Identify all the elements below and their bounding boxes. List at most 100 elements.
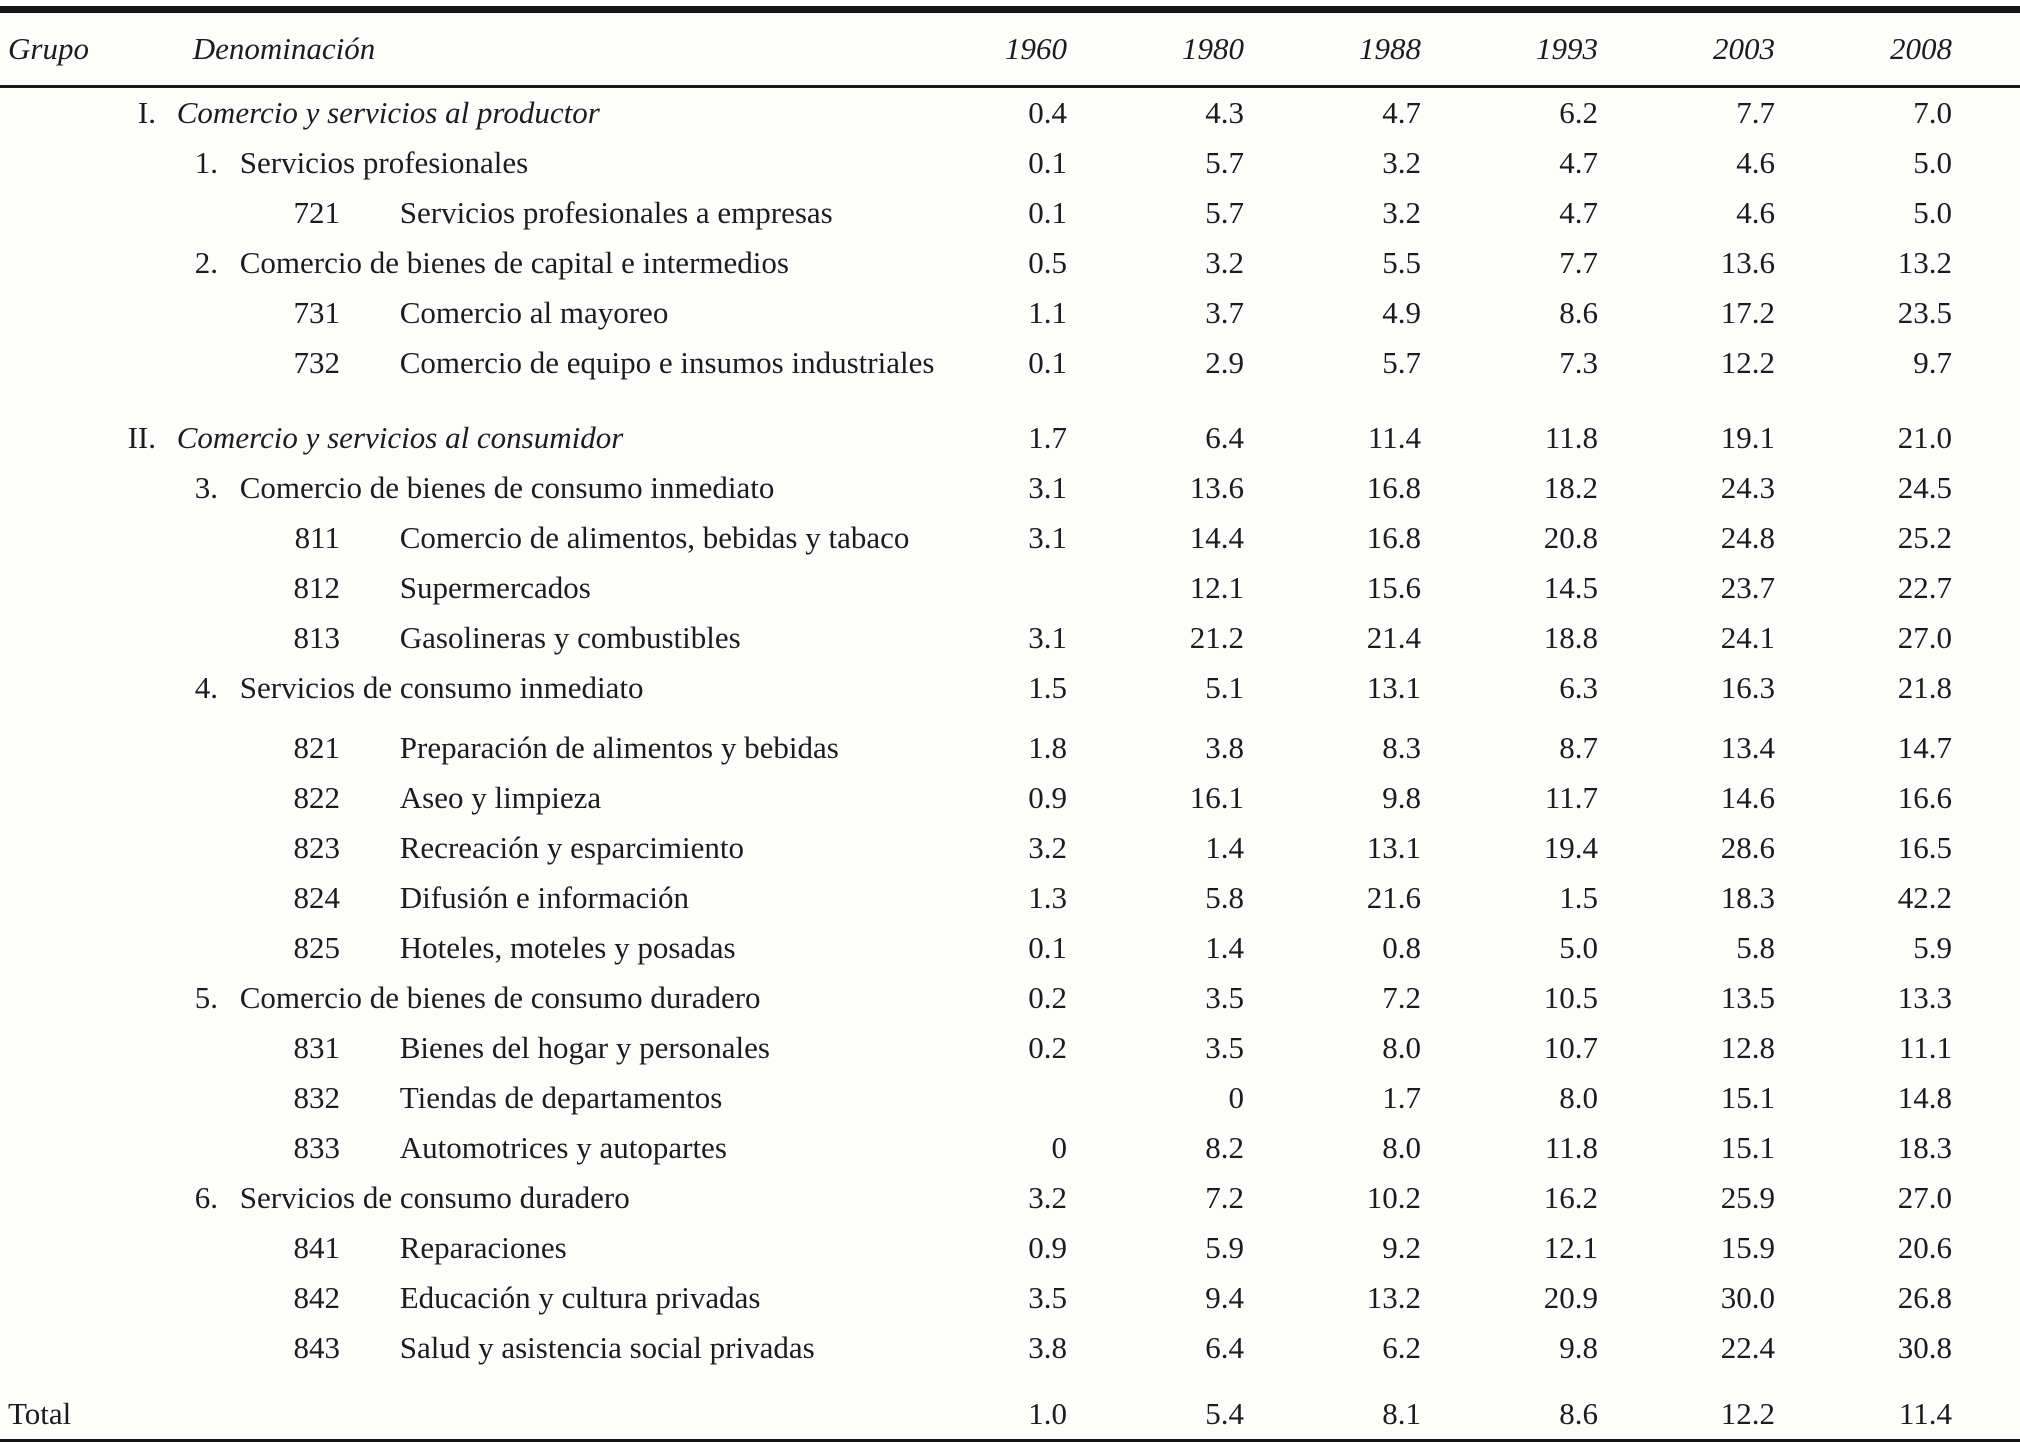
- value-1960: 0.2: [1028, 1030, 1067, 1065]
- row-prefix: 842: [293, 1280, 341, 1315]
- value-2003: 5.8: [1736, 930, 1775, 965]
- value-1988: 9.2: [1382, 1230, 1421, 1265]
- row-label-cell: II. Comercio y servicios al consumidor: [0, 388, 890, 463]
- value-1980: 12.1: [1189, 570, 1244, 605]
- table-row: 842 Educación y cultura privadas 3.5 9.4…: [0, 1273, 2020, 1323]
- value-1960: 3.8: [1028, 1330, 1067, 1365]
- value-1980: 1.4: [1205, 830, 1244, 865]
- value-2003: 15.9: [1720, 1230, 1775, 1265]
- value-1988: 3.2: [1382, 145, 1421, 180]
- row-label-cell: 832 Tiendas de departamentos: [0, 1073, 890, 1123]
- row-prefix: 831: [293, 1030, 341, 1065]
- value-2008: 23.5: [1897, 295, 1952, 330]
- value-1980: 5.1: [1205, 670, 1244, 705]
- row-label: Comercio de bienes de capital e intermed…: [239, 245, 789, 280]
- value-2008: 18.3: [1897, 1130, 1952, 1165]
- table-row: 841 Reparaciones 0.9 5.9 9.2 12.1 15.9 2…: [0, 1223, 2020, 1273]
- value-2003: 12.8: [1720, 1030, 1775, 1065]
- row-prefix: 841: [293, 1230, 341, 1265]
- value-1988: 1.7: [1382, 1080, 1421, 1115]
- table-row: 822 Aseo y limpieza 0.9 16.1 9.8 11.7 14…: [0, 773, 2020, 823]
- value-2008: 5.0: [1913, 195, 1952, 230]
- row-label-cell: 822 Aseo y limpieza: [0, 773, 890, 823]
- value-1993: 8.7: [1559, 730, 1598, 765]
- table-row: 732 Comercio de equipo e insumos industr…: [0, 338, 2020, 388]
- value-2003: 12.2: [1720, 1396, 1775, 1431]
- value-1980: 9.4: [1205, 1280, 1244, 1315]
- value-1993: 12.1: [1543, 1230, 1598, 1265]
- value-2003: 24.8: [1720, 520, 1775, 555]
- row-prefix: II.: [127, 420, 156, 455]
- row-label: Preparación de alimentos y bebidas: [399, 730, 839, 765]
- value-2008: 21.0: [1897, 420, 1952, 455]
- table-row: II. Comercio y servicios al consumidor 1…: [0, 388, 2020, 463]
- value-2008: 14.7: [1897, 730, 1952, 765]
- header-year-1993: 1993: [1536, 31, 1598, 66]
- value-1988: 0.8: [1382, 930, 1421, 965]
- value-2008: 16.6: [1897, 780, 1952, 815]
- value-1960: 0: [1051, 1130, 1068, 1165]
- table-row: 825 Hoteles, moteles y posadas 0.1 1.4 0…: [0, 923, 2020, 973]
- row-label-cell: 821 Preparación de alimentos y bebidas: [0, 713, 890, 773]
- value-2008: 13.2: [1897, 245, 1952, 280]
- row-label-cell: 824 Difusión e información: [0, 873, 890, 923]
- value-1993: 8.6: [1559, 295, 1598, 330]
- row-label-cell: I. Comercio y servicios al productor: [0, 87, 890, 139]
- table-row: 731 Comercio al mayoreo 1.1 3.7 4.9 8.6 …: [0, 288, 2020, 338]
- value-1980: 1.4: [1205, 930, 1244, 965]
- value-2003: 12.2: [1720, 345, 1775, 380]
- value-1993: 18.8: [1543, 620, 1598, 655]
- value-2003: 7.7: [1736, 95, 1775, 130]
- table-row: 2. Comercio de bienes de capital e inter…: [0, 238, 2020, 288]
- row-prefix: 825: [293, 930, 341, 965]
- value-2003: 19.1: [1720, 420, 1775, 455]
- row-label-cell: 833 Automotrices y autopartes: [0, 1123, 890, 1173]
- table-row: 824 Difusión e información 1.3 5.8 21.6 …: [0, 873, 2020, 923]
- row-label-cell: 831 Bienes del hogar y personales: [0, 1023, 890, 1073]
- row-label: Comercio de alimentos, bebidas y tabaco: [399, 520, 910, 555]
- row-prefix: 721: [293, 195, 341, 230]
- value-2008: 24.5: [1897, 470, 1952, 505]
- table-row: 831 Bienes del hogar y personales 0.2 3.…: [0, 1023, 2020, 1073]
- value-1980: 5.7: [1205, 195, 1244, 230]
- header-year-2008: 2008: [1890, 31, 1952, 66]
- value-1993: 1.5: [1559, 880, 1598, 915]
- row-label: Supermercados: [399, 570, 591, 605]
- value-2008: 25.2: [1897, 520, 1952, 555]
- row-label: Difusión e información: [399, 880, 690, 915]
- table-body: I. Comercio y servicios al productor 0.4…: [0, 87, 2020, 1442]
- value-1993: 20.9: [1543, 1280, 1598, 1315]
- value-1960: 0.1: [1028, 145, 1067, 180]
- row-label-cell: 4. Servicios de consumo inmediato: [0, 663, 890, 713]
- table-row: 813 Gasolineras y combustibles 3.1 21.2 …: [0, 613, 2020, 663]
- value-1993: 18.2: [1543, 470, 1598, 505]
- value-1980: 16.1: [1189, 780, 1244, 815]
- value-1960: 1.3: [1028, 880, 1067, 915]
- row-label-cell: 812 Supermercados: [0, 563, 890, 613]
- row-prefix: 811: [294, 520, 340, 555]
- value-1988: 4.7: [1382, 95, 1421, 130]
- table-row: 811 Comercio de alimentos, bebidas y tab…: [0, 513, 2020, 563]
- value-2003: 22.4: [1720, 1330, 1775, 1365]
- value-1993: 8.0: [1559, 1080, 1598, 1115]
- value-2003: 15.1: [1720, 1080, 1775, 1115]
- header-denominacion: Denominación: [192, 31, 376, 66]
- value-1960: 0.1: [1028, 345, 1067, 380]
- value-1988: 8.0: [1382, 1030, 1421, 1065]
- value-1980: 5.7: [1205, 145, 1244, 180]
- value-2008: 30.8: [1897, 1330, 1952, 1365]
- value-1960: [890, 563, 1067, 613]
- value-2003: 30.0: [1720, 1280, 1775, 1315]
- row-prefix: 731: [293, 295, 341, 330]
- statistics-table: Grupo Denominación 1960 1980 1988 1993 2…: [0, 6, 2020, 1442]
- row-label-cell: 843 Salud y asistencia social privadas: [0, 1323, 890, 1373]
- value-1980: 3.5: [1205, 980, 1244, 1015]
- value-1988: 11.4: [1367, 420, 1421, 455]
- value-2003: 18.3: [1720, 880, 1775, 915]
- value-1993: 9.8: [1559, 1330, 1598, 1365]
- row-label-cell: 842 Educación y cultura privadas: [0, 1273, 890, 1323]
- value-1988: 13.1: [1366, 830, 1421, 865]
- value-2003: 15.1: [1720, 1130, 1775, 1165]
- value-1993: 4.7: [1559, 145, 1598, 180]
- row-label: Recreación y esparcimiento: [399, 830, 745, 865]
